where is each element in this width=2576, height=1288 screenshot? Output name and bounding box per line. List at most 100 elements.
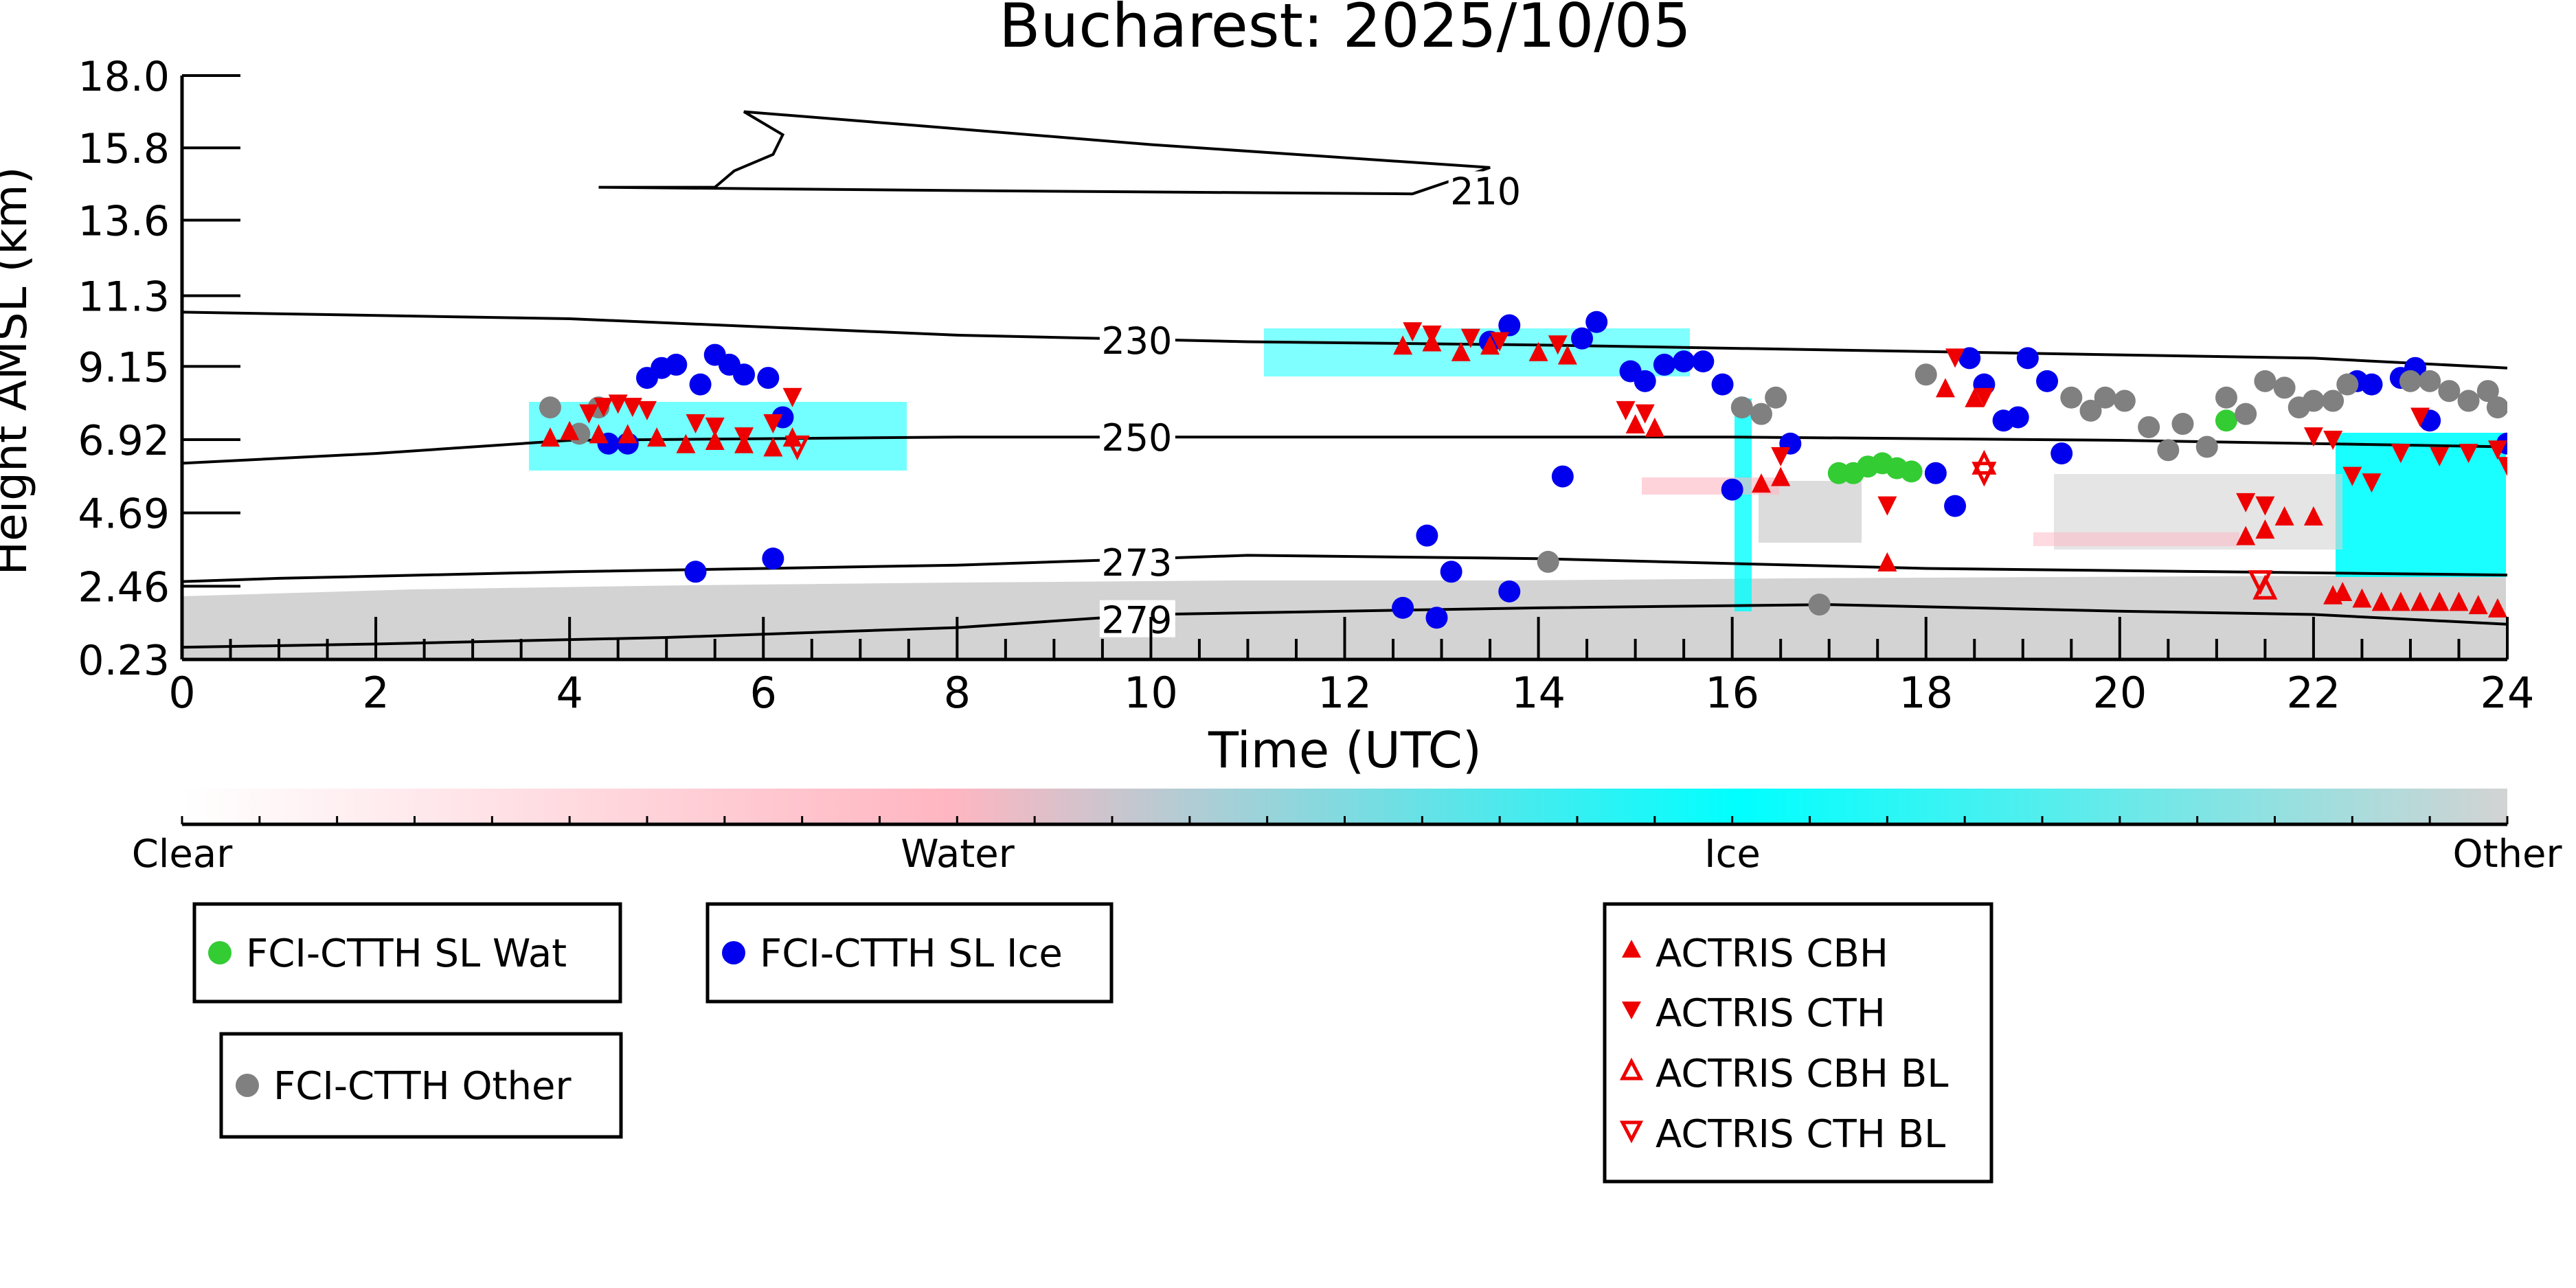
point-actris-cbh (2430, 591, 2450, 611)
point-fci-ctth-sl-ice (1721, 478, 1743, 501)
point-actris-cth (2410, 407, 2430, 427)
point-actris-cth (579, 404, 599, 424)
point-fci-ctth-other (2322, 389, 2345, 412)
point-actris-cth (1460, 328, 1480, 348)
point-actris-cbh (1625, 414, 1645, 434)
point-actris-cth (1635, 404, 1655, 424)
point-fci-ctth-other (2171, 413, 2194, 436)
point-actris-cbh (1480, 335, 1500, 355)
contour-label-bg (1099, 600, 1175, 637)
point-fci-ctth-sl-ice (1392, 596, 1414, 619)
point-fci-ctth-other (1750, 403, 1772, 425)
legend-cth-label: ACTRIS CTH (1656, 991, 1886, 1036)
y-tick-label: 6.92 (78, 417, 170, 465)
point-actris-cth (608, 394, 628, 414)
point-actris-cth (1945, 348, 1965, 368)
point-actris-cth-bl (784, 436, 810, 461)
point-actris-cth (1974, 387, 1994, 407)
point-actris-cbh (2274, 506, 2294, 526)
x-tick-label: 8 (944, 668, 971, 718)
point-fci-ctth-sl-ice (1585, 310, 1608, 333)
point-fci-ctth-other (1914, 363, 1937, 386)
point-fci-ctth-other (2254, 370, 2276, 392)
legend-cth-marker (1622, 1002, 1641, 1019)
legend-other-label: FCI-CTTH Other (273, 1064, 572, 1109)
point-actris-cth (2391, 444, 2410, 464)
point-fci-ctth-sl-ice (762, 547, 784, 570)
point-actris-cth-bl (2248, 570, 2273, 596)
point-actris-cth (782, 387, 802, 407)
legend-cbh-bl-marker (1619, 1057, 1644, 1081)
point-fci-ctth-other (1765, 386, 1787, 409)
point-actris-cbh (1965, 387, 1985, 407)
ice-patch-evening (2336, 433, 2506, 577)
contour-label-bg (1099, 418, 1175, 455)
point-fci-ctth-other (2438, 380, 2461, 403)
point-actris-cth (2498, 457, 2507, 477)
point-actris-cbh (2352, 588, 2372, 608)
point-actris-cth (622, 398, 642, 418)
point-fci-ctth-sl-ice (684, 561, 707, 583)
point-actris-cth-bl (1971, 462, 1997, 487)
point-actris-cth (1548, 335, 1568, 355)
point-actris-cbh (1645, 417, 1664, 437)
point-fci-ctth-other (2486, 396, 2507, 419)
point-actris-cbh (2487, 598, 2507, 618)
point-actris-cbh (2333, 581, 2353, 601)
point-actris-cbh (1557, 345, 1577, 365)
x-tick-label: 0 (168, 668, 195, 718)
point-actris-cbh (560, 420, 580, 440)
point-fci-ctth-other (2476, 380, 2499, 403)
legend-cbh-bl-label: ACTRIS CBH BL (1656, 1052, 1948, 1096)
point-actris-cbh (763, 437, 783, 457)
point-fci-ctth-sl-ice (1425, 607, 1448, 629)
point-fci-ctth-other (2302, 389, 2325, 412)
point-actris-cbh (618, 424, 637, 444)
point-fci-ctth-sl-ice (689, 373, 712, 396)
colorbar: Clear Water Ice Other (132, 789, 2562, 877)
data-markers (539, 310, 2507, 629)
legend-ice-label: FCI-CTTH SL Ice (760, 931, 1063, 976)
contour-label-250: 250 (1101, 416, 1172, 460)
point-fci-ctth-other (2336, 373, 2359, 396)
point-actris-cth (686, 414, 705, 434)
legend-cth-bl-label: ACTRIS CTH BL (1656, 1112, 1945, 1157)
legend-wat-marker (208, 941, 231, 964)
point-fci-ctth-other (2094, 386, 2116, 409)
point-actris-cbh (2303, 506, 2323, 526)
cloud-mask-layer (182, 328, 2506, 658)
legend-cbh-label: ACTRIS CBH (1656, 931, 1888, 976)
point-fci-ctth-sl-ice (1653, 353, 1675, 376)
point-fci-ctth-sl-ice (1673, 350, 1695, 373)
point-actris-cth (2459, 444, 2478, 464)
point-actris-cbh (2371, 591, 2391, 611)
y-tick-label: 9.15 (78, 343, 170, 392)
point-fci-ctth-sl-ice (1440, 561, 1462, 583)
point-fci-ctth-other (2273, 376, 2296, 399)
contour-line-210 (598, 110, 1491, 196)
point-fci-ctth-other (1808, 594, 1831, 616)
point-actris-cbh (1771, 466, 1791, 486)
legend-cth-bl-marker (1619, 1120, 1644, 1144)
point-fci-ctth-sl-ice (1634, 370, 1656, 392)
temperature-contours: 210 230 250 273 279 (181, 110, 2508, 649)
legend-wat: FCI-CTTH SL Wat (192, 902, 622, 1004)
point-fci-ctth-sl-ice (2036, 370, 2059, 392)
point-fci-ctth-other (2195, 436, 2218, 458)
point-actris-cth (2487, 440, 2507, 460)
point-fci-ctth-sl-ice (1958, 347, 1981, 370)
point-actris-cth (2342, 466, 2362, 486)
point-fci-ctth-sl-ice (1924, 462, 1947, 484)
contour-line-230 (181, 310, 2508, 370)
point-fci-ctth-sl-ice (1944, 495, 1967, 517)
colorbar-label-ice: Ice (1704, 832, 1761, 877)
point-actris-cbh (540, 427, 560, 447)
point-fci-ctth-other (2419, 370, 2441, 392)
point-actris-cth (1771, 447, 1791, 466)
y-tick-label: 0.23 (78, 637, 170, 685)
point-actris-cbh (2255, 519, 2275, 539)
point-fci-ctth-sl-ice (733, 363, 756, 386)
point-actris-cbh (676, 433, 696, 453)
legend-wat-label: FCI-CTTH SL Wat (246, 931, 567, 976)
